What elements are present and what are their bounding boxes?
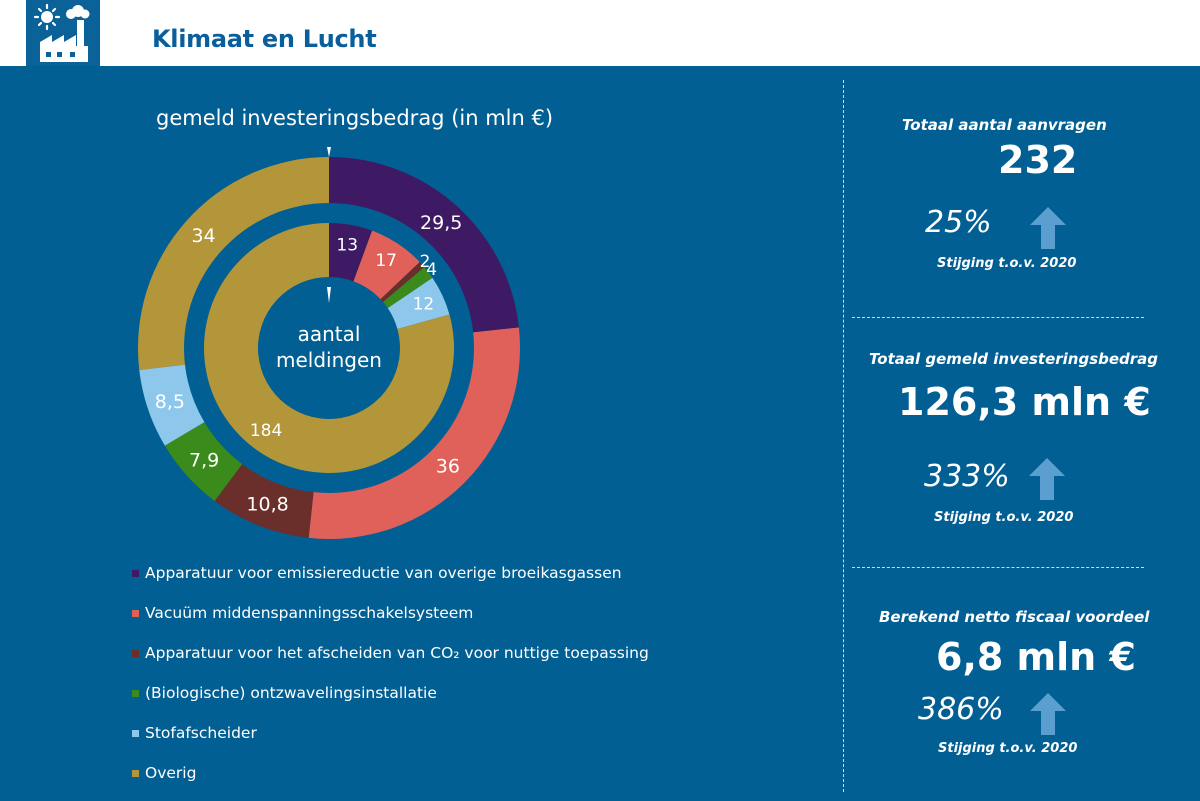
stat-label: Totaal gemeld investeringsbedrag [869,350,1159,368]
chart-legend: Apparatuur voor emissiereductie van over… [132,553,649,793]
header-bar: Klimaat en Lucht [0,0,1200,66]
factory-sun-icon [26,0,100,66]
outer-ring-slice [138,157,329,370]
center-label: aantal [298,322,361,346]
arrow-up-shape [1029,458,1065,500]
outer-ring-slice [139,364,205,446]
inner-ring-data-label: 4 [426,260,437,280]
legend-item: Stofafscheider [132,713,649,753]
arrow-up-shape [1030,693,1066,735]
outer-ring-slice [329,157,519,333]
legend-item: Apparatuur voor emissiereductie van over… [132,553,649,593]
inner-ring-slice [387,277,450,330]
center-label: meldingen [276,348,382,372]
stat-subtitle: Stijging t.o.v. 2020 [937,256,1077,271]
legend-swatch [132,689,139,697]
stat-percentage: 333% [924,459,1010,494]
inner-ring-slice [329,223,373,282]
inner-ring-slice [380,262,425,303]
outer-ring-data-label: 10,8 [246,493,288,515]
legend-swatch [132,729,139,737]
legend-label: (Biologische) ontzwavelingsinstallatie [145,684,437,702]
ring-start-marker [327,287,331,303]
page-title: Klimaat en Lucht [152,25,377,53]
inner-ring-data-label: 184 [250,421,282,441]
stat-label: Totaal aantal aanvragen [902,116,1107,134]
donut-chart: 29,5 36 10,8 7,9 8,5 34 13 17 24 12 184 aantalmeldi… [138,147,520,539]
stat-value: 6,8 mln € [936,635,1136,679]
legend-swatch [132,569,139,577]
stat-subtitle: Stijging t.o.v. 2020 [938,741,1078,756]
stat-percentage: 386% [918,692,1004,727]
horizontal-divider [852,317,1144,318]
inner-ring-data-label: 17 [375,251,397,271]
stat-subtitle: Stijging t.o.v. 2020 [934,510,1074,525]
horizontal-divider [852,567,1144,568]
legend-item: Vacuüm middenspanningsschakelsysteem [132,593,649,633]
legend-label: Stofafscheider [145,724,257,742]
ring-start-marker [327,147,331,157]
legend-swatch [132,649,139,657]
stat-label: Berekend netto fiscaal voordeel [879,608,1150,626]
inner-ring-slice [204,223,455,473]
outer-ring-slice [214,464,314,538]
stat-value: 126,3 mln € [898,380,1151,424]
outer-ring-data-label: 34 [191,225,215,247]
stat-value: 232 [998,138,1078,182]
legend-label: Vacuüm middenspanningsschakelsysteem [145,604,474,622]
outer-ring-data-label: 8,5 [155,391,185,413]
legend-label: Apparatuur voor het afscheiden van CO₂ v… [145,644,649,662]
legend-label: Overig [145,764,197,782]
outer-ring-slice [308,327,520,539]
stat-percentage: 25% [925,205,992,240]
arrow-up-icon [1029,458,1065,500]
legend-swatch [132,769,139,777]
outer-ring-data-label: 29,5 [420,212,462,234]
outer-ring-data-label: 7,9 [189,449,219,471]
legend-item: (Biologische) ontzwavelingsinstallatie [132,673,649,713]
chart-title: gemeld investeringsbedrag (in mln €) [156,106,554,130]
inner-ring-slice [353,230,420,300]
arrow-up-icon [1030,207,1066,249]
legend-swatch [132,609,139,617]
legend-item: Overig [132,753,649,793]
inner-ring-data-label: 2 [420,252,431,272]
legend-item: Apparatuur voor het afscheiden van CO₂ v… [132,633,649,673]
arrow-up-shape [1030,207,1066,249]
inner-ring-data-label: 12 [413,294,435,314]
inner-ring-slice [383,267,433,309]
outer-ring-data-label: 36 [436,456,460,478]
inner-ring-data-label: 13 [336,236,358,256]
outer-ring-slice [164,422,243,501]
legend-label: Apparatuur voor emissiereductie van over… [145,564,622,582]
vertical-divider [843,80,844,792]
arrow-up-icon [1030,693,1066,735]
